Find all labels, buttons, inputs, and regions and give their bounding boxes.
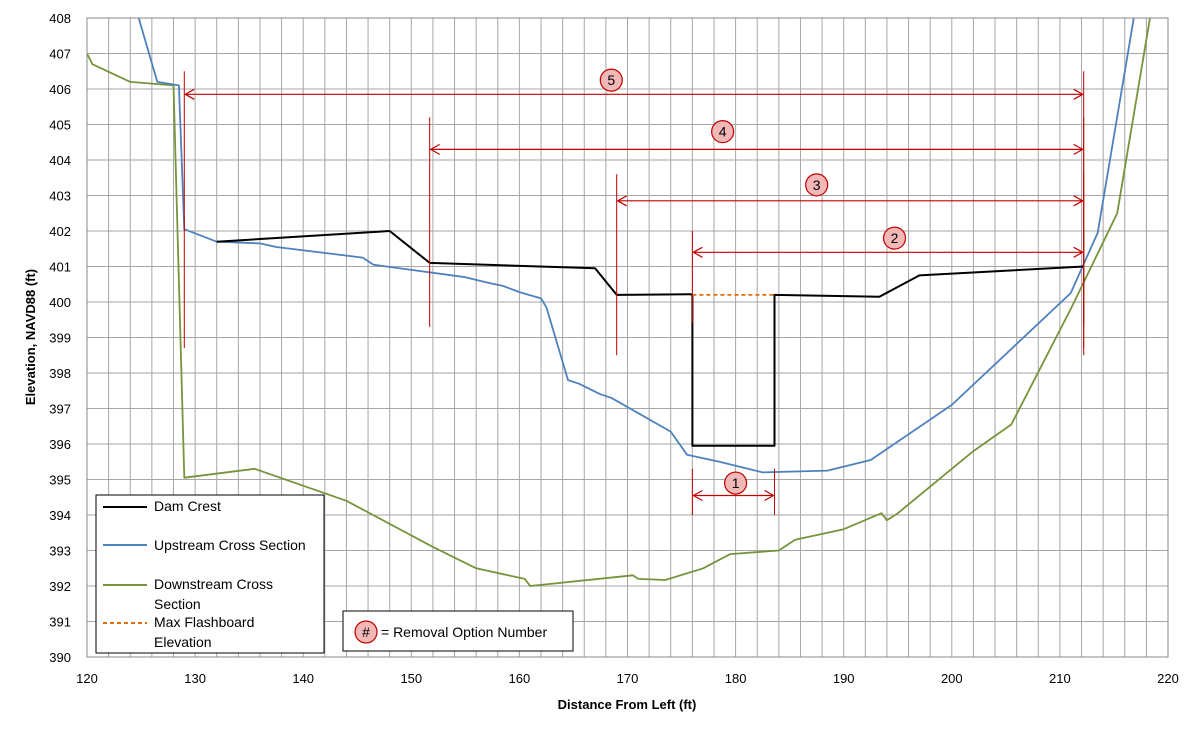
y-tick-label: 407 bbox=[49, 47, 71, 62]
x-tick-label: 220 bbox=[1157, 671, 1179, 686]
series-line-downstream bbox=[87, 18, 1151, 587]
legend-label-downstream: Downstream Cross Section bbox=[154, 576, 273, 612]
option-number-label: 4 bbox=[719, 124, 727, 140]
plot-area-border bbox=[86, 17, 1169, 658]
annotation-text: = Removal Option Number bbox=[381, 624, 547, 640]
y-tick-label: 396 bbox=[49, 437, 71, 452]
y-tick-label: 397 bbox=[49, 402, 71, 417]
x-tick-label: 150 bbox=[400, 671, 422, 686]
removal-option-3: 3 bbox=[616, 173, 1085, 356]
option-arrowhead-left bbox=[616, 195, 627, 207]
option-number-label: 3 bbox=[813, 177, 821, 193]
option-arrowhead-left bbox=[184, 88, 195, 100]
option-number-marker bbox=[599, 68, 623, 92]
legend-label-flashboard: Max Flashboard Elevation bbox=[154, 614, 254, 650]
option-arrowhead-right bbox=[1073, 195, 1084, 207]
y-tick-label: 398 bbox=[49, 366, 71, 381]
y-tick-label: 404 bbox=[49, 153, 71, 168]
x-tick-label: 180 bbox=[725, 671, 747, 686]
y-tick-label: 390 bbox=[49, 650, 71, 665]
y-tick-label: 400 bbox=[49, 295, 71, 310]
annotation-box bbox=[342, 610, 574, 652]
x-tick-label: 120 bbox=[76, 671, 98, 686]
option-number-marker bbox=[805, 173, 829, 197]
option-arrowhead-left bbox=[692, 489, 703, 501]
x-axis-title: Distance From Left (ft) bbox=[558, 697, 697, 712]
y-axis-title: Elevation, NAVD88 (ft) bbox=[23, 269, 38, 405]
annotation-symbol: # bbox=[362, 624, 370, 640]
removal-option-5: 5 bbox=[183, 68, 1085, 349]
y-tick-label: 401 bbox=[49, 260, 71, 275]
option-arrowhead-left bbox=[692, 246, 703, 258]
x-tick-label: 200 bbox=[941, 671, 963, 686]
legend-label-dam-crest: Dam Crest bbox=[154, 498, 221, 514]
option-arrowhead-left bbox=[429, 143, 440, 155]
legend-box bbox=[95, 494, 325, 654]
annotation-marker bbox=[354, 620, 378, 644]
removal-option-markers: 1 2 3 4 5 bbox=[183, 68, 1085, 515]
x-tick-label: 190 bbox=[833, 671, 855, 686]
y-tick-label: 395 bbox=[49, 473, 71, 488]
option-number-label: 2 bbox=[891, 230, 899, 246]
option-arrowhead-right bbox=[1073, 246, 1084, 258]
removal-option-1: 1 bbox=[691, 468, 776, 515]
x-tick-labels: 120 130 140 150 160 170 180 190 200 210 220 bbox=[76, 671, 1179, 686]
option-arrowhead-right bbox=[764, 489, 775, 501]
y-tick-label: 403 bbox=[49, 189, 71, 204]
y-tick-labels: 390 391 392 393 394 395 396 397 398 399 400 401 402 4… bbox=[49, 11, 71, 665]
x-tick-label: 130 bbox=[184, 671, 206, 686]
y-tick-label: 399 bbox=[49, 331, 71, 346]
y-tick-label: 405 bbox=[49, 118, 71, 133]
x-tick-label: 160 bbox=[509, 671, 531, 686]
x-tick-label: 140 bbox=[292, 671, 314, 686]
legend: Dam Crest Upstream Cross Section Downstr… bbox=[95, 494, 325, 654]
series-line-upstream bbox=[137, 18, 1135, 474]
removal-option-annotation: # = Removal Option Number bbox=[342, 610, 574, 652]
y-tick-label: 394 bbox=[49, 508, 71, 523]
option-number-label: 1 bbox=[732, 475, 740, 491]
legend-label-upstream: Upstream Cross Section bbox=[154, 537, 306, 553]
removal-option-2: 2 bbox=[691, 226, 1085, 324]
option-number-label: 5 bbox=[607, 72, 615, 88]
y-tick-label: 406 bbox=[49, 82, 71, 97]
option-number-marker bbox=[711, 120, 735, 144]
option-number-marker bbox=[723, 471, 748, 495]
y-tick-label: 391 bbox=[49, 615, 71, 630]
option-number-marker bbox=[882, 226, 907, 250]
y-tick-label: 408 bbox=[49, 11, 71, 26]
y-tick-label: 402 bbox=[49, 224, 71, 239]
option-arrowhead-right bbox=[1073, 143, 1084, 155]
y-tick-label: 392 bbox=[49, 579, 71, 594]
option-arrowhead-right bbox=[1073, 88, 1084, 100]
y-tick-label: 393 bbox=[49, 544, 71, 559]
x-tick-label: 210 bbox=[1049, 671, 1071, 686]
x-tick-label: 170 bbox=[617, 671, 639, 686]
